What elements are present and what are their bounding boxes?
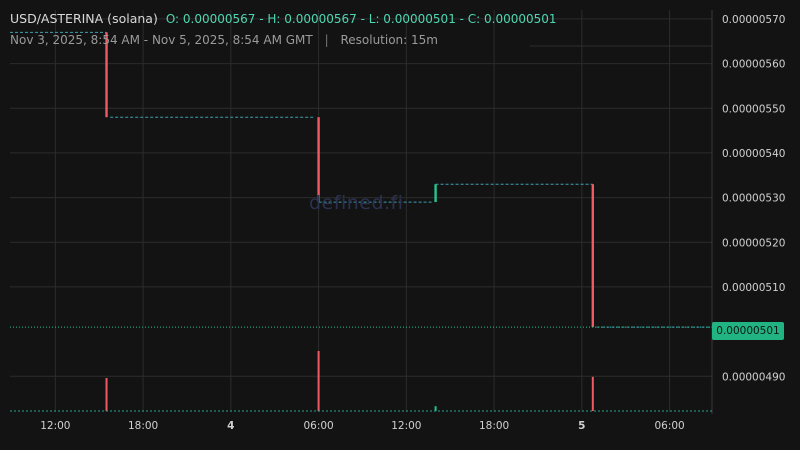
y-tick-label: 0.00000560 bbox=[722, 59, 785, 71]
candle[interactable] bbox=[105, 32, 108, 118]
x-tick-label: 12:00 bbox=[391, 420, 421, 432]
volume-bar bbox=[434, 406, 437, 411]
y-tick-label: 0.00000490 bbox=[722, 371, 785, 383]
candle[interactable] bbox=[434, 184, 437, 203]
divider: | bbox=[324, 33, 329, 47]
x-tick-label: 18:00 bbox=[128, 420, 158, 432]
last-price-badge: 0.00000501 bbox=[712, 322, 784, 340]
x-tick-label: 4 bbox=[227, 420, 234, 432]
volume-bar bbox=[317, 351, 320, 411]
pair-name: USD/ASTERINA (solana) bbox=[10, 11, 158, 26]
time-axis: 12:00 18:00 4 06:00 12:00 18:00 5 06:00 bbox=[40, 420, 685, 432]
resolution-label: Resolution: 15m bbox=[340, 33, 438, 47]
y-tick-label: 0.00000530 bbox=[722, 193, 785, 205]
chart-legend: USD/ASTERINA (solana) O: 0.00000567 - H:… bbox=[10, 11, 557, 26]
y-tick-label: 0.00000570 bbox=[722, 14, 785, 26]
grid-lines bbox=[10, 10, 713, 414]
candle[interactable] bbox=[591, 184, 595, 328]
y-tick-label: 0.00000550 bbox=[722, 103, 785, 115]
x-tick-label: 18:00 bbox=[479, 420, 509, 432]
y-tick-label: 0.00000540 bbox=[722, 148, 785, 160]
y-tick-label: 0.00000520 bbox=[722, 237, 785, 249]
watermark: defined.fi bbox=[309, 192, 404, 214]
volume-bar bbox=[105, 378, 108, 411]
ohlc-values: O: 0.00000567 - H: 0.00000567 - L: 0.000… bbox=[165, 12, 557, 26]
x-tick-label: 5 bbox=[578, 420, 585, 432]
price-axis: 0.00000490 0.00000510 0.00000520 0.00000530… bbox=[722, 14, 785, 383]
x-tick-label: 06:00 bbox=[303, 420, 333, 432]
x-tick-label: 06:00 bbox=[654, 420, 684, 432]
date-range: Nov 3, 2025, 8:54 AM - Nov 5, 2025, 8:54… bbox=[10, 33, 313, 47]
candles bbox=[105, 32, 595, 328]
volume-bars bbox=[10, 351, 712, 412]
candle[interactable] bbox=[317, 117, 320, 203]
x-tick-label: 12:00 bbox=[40, 420, 70, 432]
chart-subheader: Nov 3, 2025, 8:54 AM - Nov 5, 2025, 8:54… bbox=[10, 33, 438, 47]
price-segments bbox=[10, 31, 712, 328]
volume-bar bbox=[591, 376, 594, 411]
y-tick-label: 0.00000510 bbox=[722, 282, 785, 294]
